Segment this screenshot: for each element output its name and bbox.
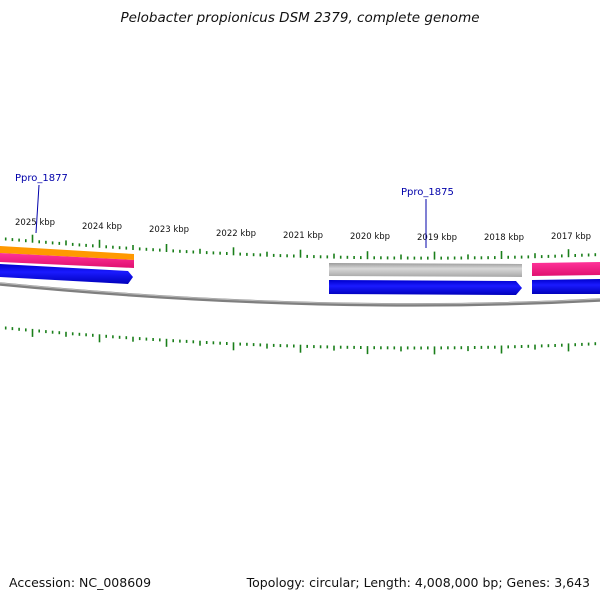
accession-text: Accession: NC_008609 [9, 575, 152, 590]
scale-label-2019: 2019 kbp [417, 233, 457, 243]
scale-label-2024: 2024 kbp [82, 222, 122, 232]
scale-label-2017: 2017 kbp [551, 232, 591, 242]
genome-backbone-highlight [0, 282, 600, 305]
gene-label-ppro-1875[interactable]: Ppro_1875 [401, 187, 454, 248]
gene-label-text-ppro-1877[interactable]: Ppro_1877 [15, 173, 68, 184]
gene-feature-magenta-right[interactable] [532, 262, 600, 276]
gene-feature-orange[interactable] [0, 246, 134, 260]
gene-cluster-right [532, 262, 600, 294]
gene-label-leader-ppro-1877 [35, 184, 40, 234]
outer-scale-ticks [4, 234, 597, 260]
gene-feature-magenta-left[interactable] [0, 253, 134, 268]
genome-summary-text: Topology: circular; Length: 4,008,000 bp… [246, 575, 590, 590]
scale-label-2025: 2025 kbp [15, 218, 55, 228]
gene-feature-blue-right[interactable] [532, 279, 600, 294]
scale-label-2018: 2018 kbp [484, 233, 524, 243]
gene-label-ppro-1877[interactable]: Ppro_1877 [15, 173, 68, 234]
scale-label-2023: 2023 kbp [149, 225, 189, 235]
gene-feature-gray[interactable] [329, 263, 522, 277]
scale-label-2020: 2020 kbp [350, 232, 390, 242]
scale-label-2021: 2021 kbp [283, 231, 323, 241]
scale-labels: 2025 kbp 2024 kbp 2023 kbp 2022 kbp 2021… [15, 218, 591, 243]
map-title: Pelobacter propionicus DSM 2379, complet… [120, 10, 480, 26]
gene-feature-blue-middle[interactable] [329, 280, 522, 295]
inner-scale-ticks [4, 326, 597, 355]
genome-backbone [0, 282, 600, 307]
scale-label-2022: 2022 kbp [216, 229, 256, 239]
gene-cluster-left [0, 246, 134, 284]
gene-label-text-ppro-1875[interactable]: Ppro_1875 [401, 187, 454, 198]
gene-feature-blue-left[interactable] [0, 264, 133, 284]
gene-cluster-middle [329, 263, 522, 295]
